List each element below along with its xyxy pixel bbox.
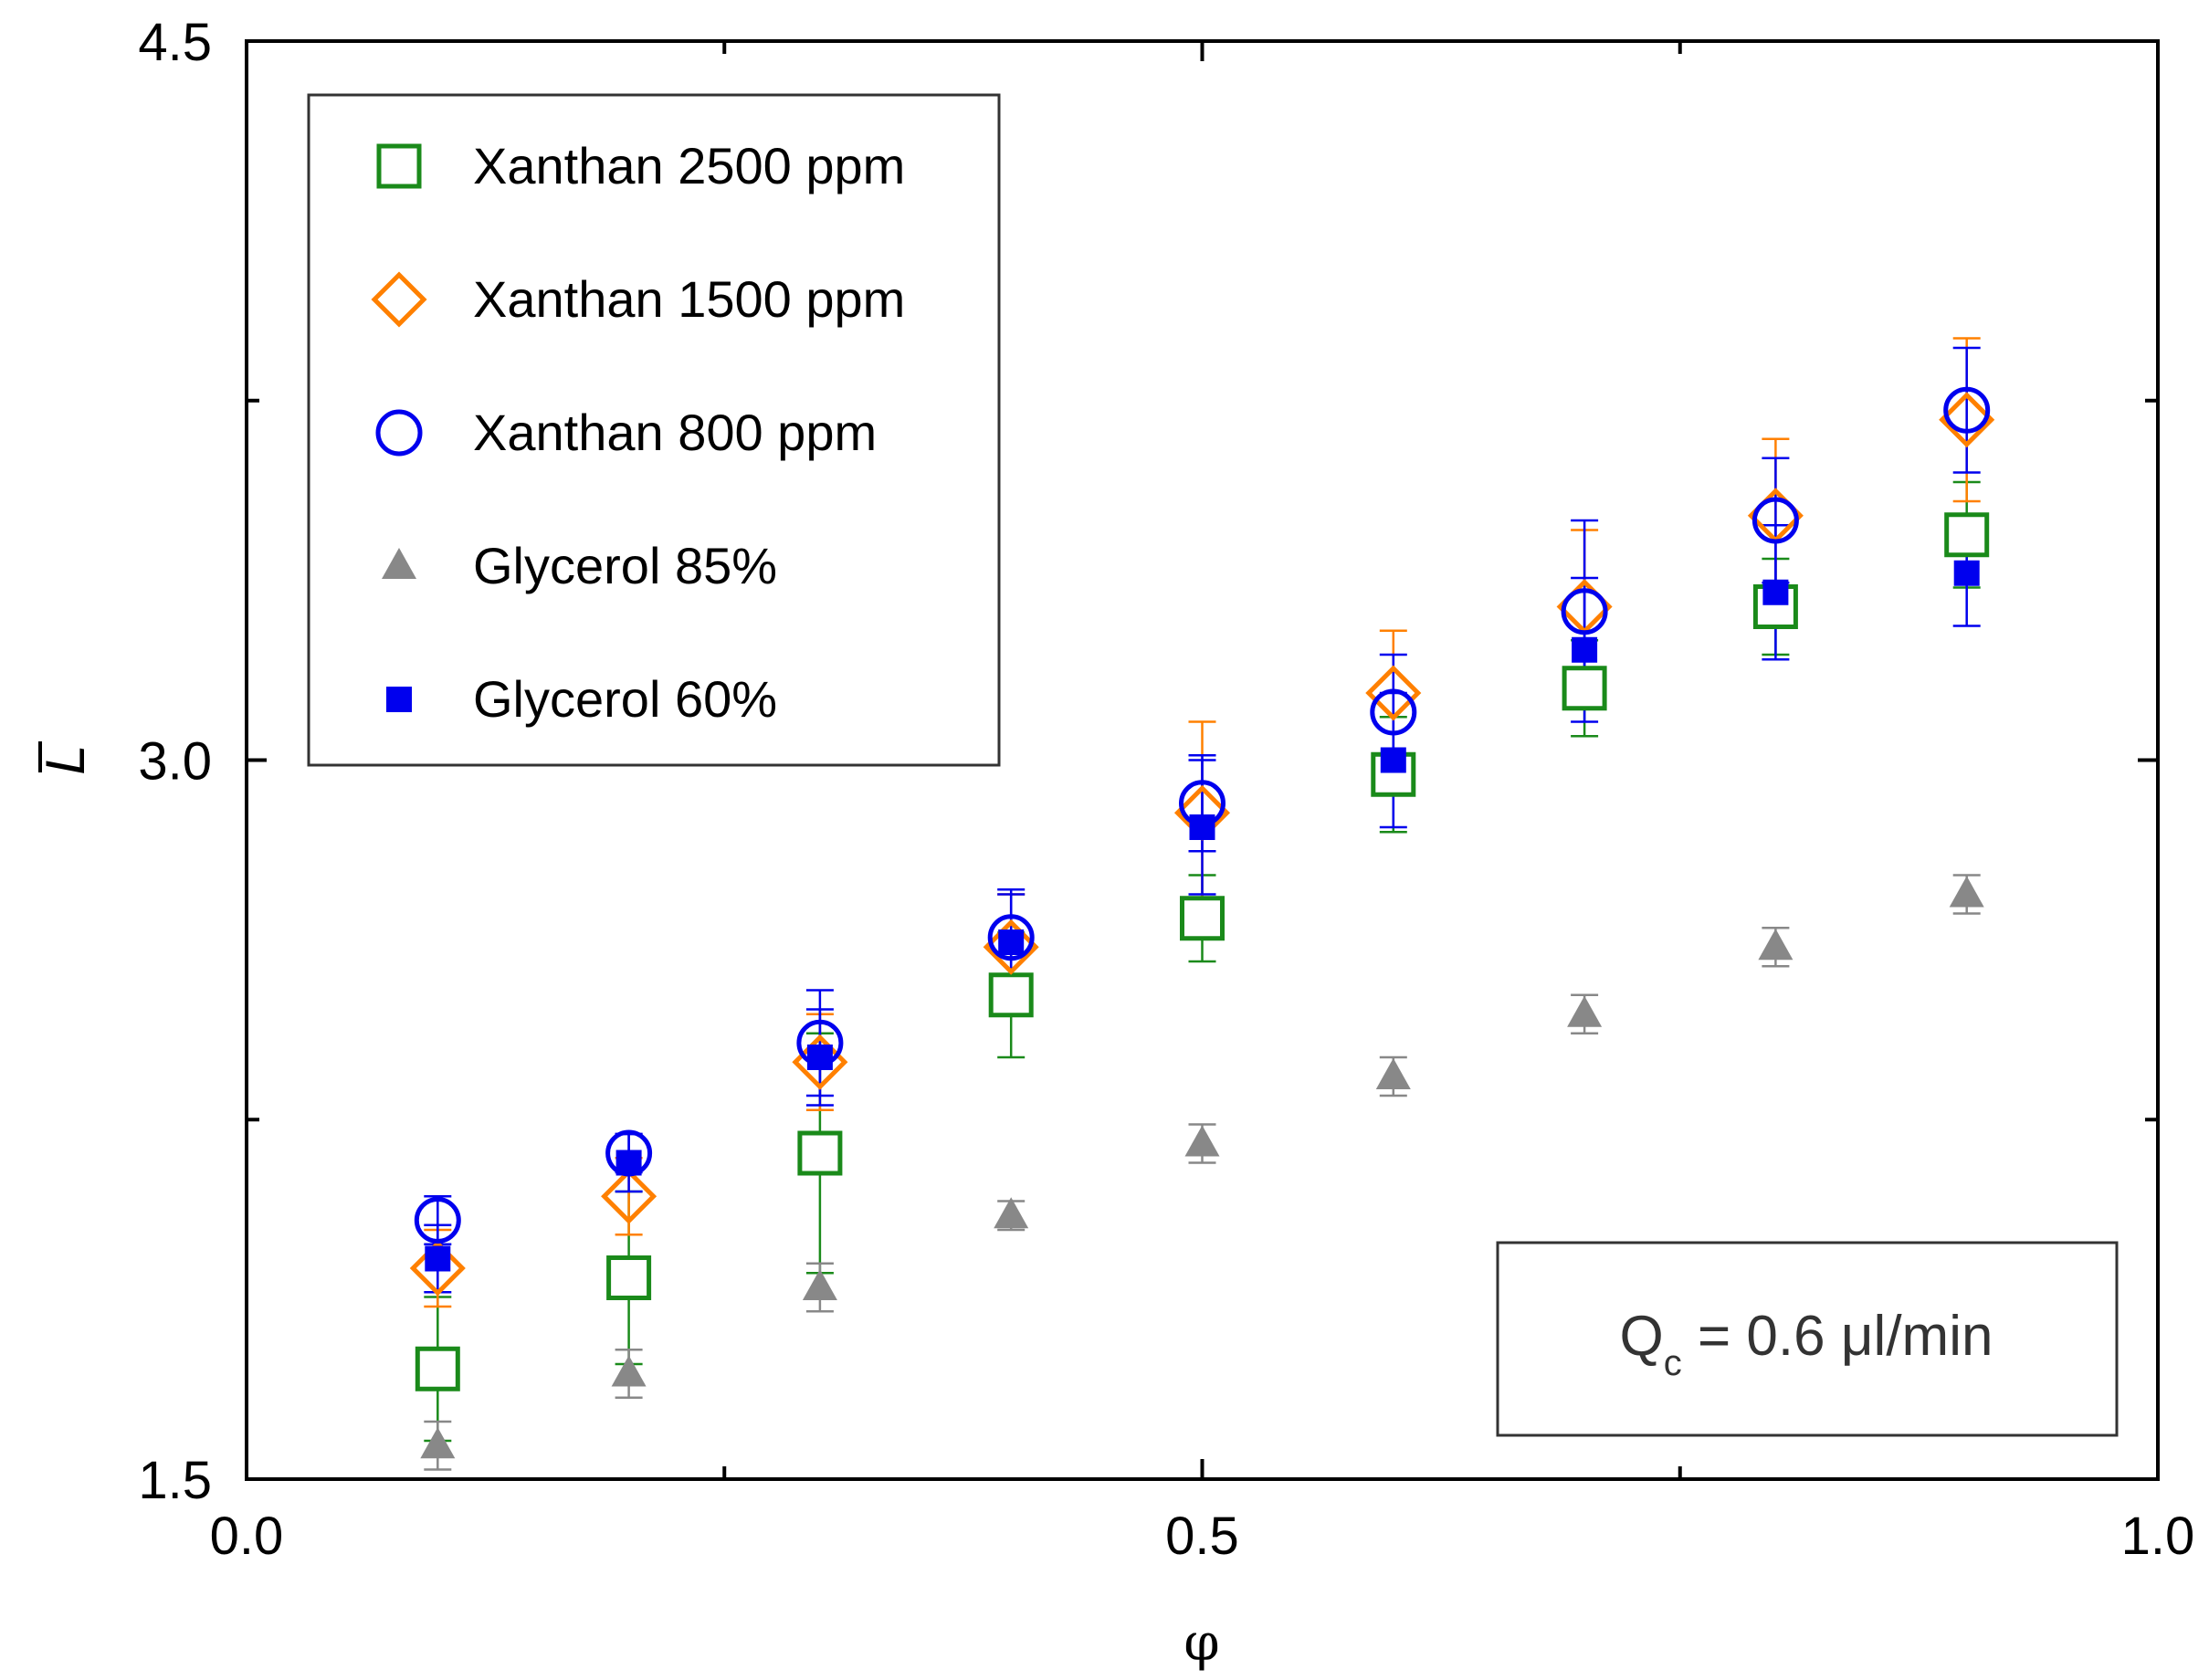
legend-label-xanthan-2500-ppm: Xanthan 2500 ppm bbox=[473, 137, 905, 194]
data-point bbox=[1949, 876, 1984, 908]
data-point bbox=[1751, 497, 1799, 544]
data-point bbox=[615, 1150, 642, 1176]
data-point bbox=[1939, 392, 1995, 448]
series-glycerol-60-markers bbox=[425, 560, 1980, 1272]
legend: Xanthan 2500 ppm Xanthan 1500 ppm Xanthan … bbox=[307, 93, 1001, 767]
y-axis-label: L bbox=[35, 744, 96, 774]
x-tick-label: 1.0 bbox=[2121, 1507, 2195, 1566]
legend-marker-xanthan-1500-ppm bbox=[371, 271, 427, 328]
data-point bbox=[983, 919, 1039, 975]
legend-box bbox=[307, 93, 1001, 767]
markers-layer bbox=[409, 386, 1995, 1459]
y-tick-label: 4.5 bbox=[138, 13, 212, 72]
data-point bbox=[425, 1245, 451, 1272]
annotation-q: Q bbox=[1620, 1305, 1664, 1368]
data-point bbox=[611, 1355, 647, 1387]
legend-label-glycerol-60: Glycerol 60% bbox=[473, 670, 777, 728]
data-point bbox=[1944, 512, 1990, 558]
data-point bbox=[998, 929, 1025, 955]
legend-label-xanthan-1500-ppm: Xanthan 1500 ppm bbox=[473, 270, 905, 328]
data-point bbox=[1762, 579, 1789, 605]
annotation-text: Qc = 0.6 μl/min bbox=[1620, 1305, 1993, 1383]
y-tick-label: 3.0 bbox=[138, 732, 212, 792]
data-point bbox=[601, 1168, 657, 1224]
annotation-value: = 0.6 μl/min bbox=[1682, 1305, 1993, 1368]
data-point bbox=[1953, 560, 1980, 586]
data-point bbox=[420, 1427, 456, 1459]
data-point bbox=[988, 972, 1034, 1018]
x-tick-label: 0.5 bbox=[1165, 1507, 1239, 1566]
y-tick-label: 1.5 bbox=[138, 1451, 212, 1510]
data-point bbox=[1758, 929, 1793, 961]
data-point bbox=[994, 1197, 1029, 1229]
data-point bbox=[606, 1255, 652, 1300]
data-point bbox=[409, 1240, 466, 1297]
data-point bbox=[1562, 666, 1607, 711]
data-point bbox=[1567, 995, 1603, 1027]
legend-label-xanthan-800-ppm: Xanthan 800 ppm bbox=[473, 404, 877, 461]
data-point bbox=[1365, 665, 1422, 721]
x-axis-label: φ bbox=[1183, 1613, 1219, 1673]
legend-marker-glycerol-85 bbox=[382, 548, 416, 579]
data-point bbox=[1380, 747, 1406, 773]
annotation-box bbox=[1496, 1241, 2119, 1437]
axis-ticks bbox=[245, 39, 2160, 1481]
data-point bbox=[1370, 688, 1417, 736]
data-point bbox=[1572, 636, 1598, 663]
axis-tick-labels: 0.0 0.5 1.0 1.5 3.0 4.5 bbox=[138, 13, 2194, 1566]
data-point bbox=[987, 914, 1035, 961]
series-glycerol-85-markers bbox=[420, 876, 1984, 1459]
legend-marker-glycerol-60 bbox=[386, 687, 412, 712]
data-point bbox=[414, 1197, 461, 1244]
data-point bbox=[806, 1045, 833, 1070]
data-point bbox=[1375, 1058, 1411, 1089]
data-point bbox=[797, 1130, 843, 1176]
legend-marker-xanthan-800-ppm bbox=[375, 409, 423, 457]
y-axis-label-group: L bbox=[35, 741, 96, 775]
data-point bbox=[1943, 386, 1991, 434]
data-point bbox=[1189, 814, 1215, 840]
legend-label-glycerol-85: Glycerol 85% bbox=[473, 537, 777, 594]
x-tick-label: 0.0 bbox=[210, 1507, 284, 1566]
data-point bbox=[1180, 896, 1225, 941]
data-point bbox=[1184, 1125, 1220, 1157]
data-point bbox=[802, 1269, 837, 1300]
data-point bbox=[415, 1346, 460, 1391]
series-xanthan-2500-ppm-markers bbox=[415, 512, 1990, 1391]
legend-marker-xanthan-2500-ppm bbox=[376, 143, 422, 189]
annotation-subscript: c bbox=[1664, 1343, 1682, 1383]
annotation-box-group: Qc = 0.6 μl/min bbox=[1496, 1241, 2119, 1437]
data-point bbox=[1561, 588, 1608, 635]
